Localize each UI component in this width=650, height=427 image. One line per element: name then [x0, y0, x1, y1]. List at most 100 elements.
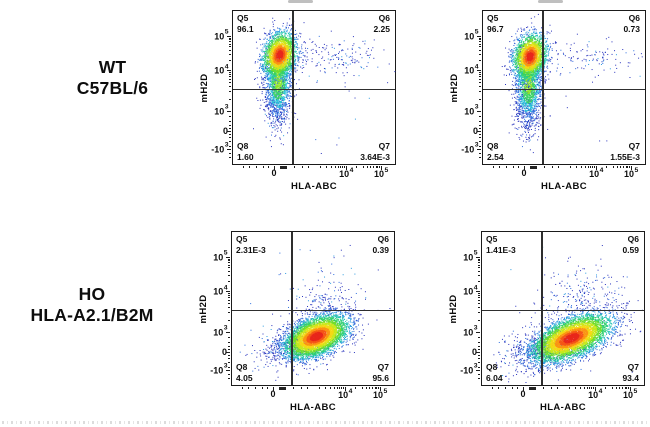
tick-exponent: 3 — [224, 103, 229, 111]
tick-base: 0 — [471, 346, 477, 357]
y-tick-label: 105 — [464, 29, 478, 42]
x-minor-tick — [337, 165, 339, 169]
y-minor-tick — [228, 137, 232, 139]
y-minor-tick — [228, 53, 232, 55]
x-minor-tick — [375, 165, 377, 169]
y-tick-label: 104 — [464, 63, 479, 76]
x-major-tick — [274, 165, 275, 171]
y-minor-tick — [228, 145, 232, 147]
x-axis-dense-tick-cluster — [530, 165, 537, 169]
y-major-tick — [226, 130, 232, 132]
quadrant-label-q8: Q8 6.04 — [486, 362, 503, 383]
x-tick-label: 105 — [374, 166, 389, 180]
x-major-tick — [380, 165, 382, 171]
tick-base: 10 — [339, 169, 350, 179]
x-minor-tick — [550, 386, 552, 390]
y-minor-tick — [227, 300, 231, 302]
tick-base: 10 — [623, 390, 634, 400]
quadrant-value: 2.54 — [487, 151, 504, 162]
x-minor-tick — [268, 165, 270, 169]
y-major-tick — [476, 35, 482, 37]
y-minor-tick — [478, 86, 482, 88]
x-minor-tick — [255, 165, 257, 169]
quadrant-name: Q5 — [486, 234, 498, 244]
tick-exponent: 4 — [348, 387, 353, 395]
quadrant-label-q8: Q8 1.60 — [237, 141, 254, 162]
tick-base: 10 — [213, 327, 224, 338]
x-minor-tick — [543, 386, 544, 390]
x-minor-tick — [611, 386, 613, 390]
y-minor-tick — [228, 41, 232, 43]
y-minor-tick — [477, 260, 481, 262]
y-minor-tick — [228, 120, 232, 122]
x-major-tick — [630, 165, 632, 171]
y-minor-tick — [478, 98, 482, 100]
row-label-ho-line1: HO — [78, 284, 106, 304]
quadrant-label-q6: Q6 0.73 — [623, 13, 640, 34]
y-major-tick — [476, 70, 482, 72]
x-minor-tick — [504, 386, 506, 390]
tick-exponent: 4 — [474, 63, 479, 71]
quadrant-value: 1.41E-3 — [486, 244, 516, 255]
y-minor-tick — [477, 262, 481, 264]
x-minor-tick — [370, 165, 372, 169]
y-minor-tick — [478, 152, 482, 154]
x-minor-tick — [580, 386, 582, 390]
x-tick-label: 0 — [521, 168, 526, 178]
tick-base: 10 — [463, 327, 474, 338]
y-major-tick — [476, 148, 482, 150]
y-minor-tick — [477, 348, 481, 350]
tick-base: 10 — [214, 65, 225, 76]
x-minor-tick — [584, 165, 586, 169]
quadrant-name: Q7 — [377, 362, 389, 372]
x-minor-tick — [583, 386, 585, 390]
tick-exponent: 5 — [384, 166, 389, 174]
tick-exponent: 5 — [634, 166, 639, 174]
y-minor-tick — [477, 355, 481, 357]
tick-exponent: 5 — [383, 387, 388, 395]
x-minor-tick — [262, 165, 264, 169]
x-tick-label: 0 — [520, 389, 525, 399]
quadrant-name: Q7 — [378, 141, 390, 151]
x-minor-tick — [293, 386, 294, 390]
quadrant-gate-vertical — [291, 232, 293, 385]
tick-base: 10 — [464, 106, 475, 117]
x-minor-tick — [626, 386, 628, 390]
y-minor-tick — [227, 377, 231, 379]
y-minor-tick — [227, 303, 231, 305]
y-minor-tick — [478, 39, 482, 41]
y-minor-tick — [478, 116, 482, 118]
x-minor-tick — [576, 165, 578, 169]
y-minor-tick — [477, 366, 481, 368]
tick-exponent: 3 — [473, 324, 478, 332]
quadrant-name: Q5 — [236, 234, 248, 244]
tick-base: 10 — [463, 286, 474, 297]
tick-base: -10 — [211, 144, 225, 155]
y-tick-label: 104 — [463, 284, 477, 297]
x-minor-tick — [343, 386, 345, 390]
quadrant-label-q7: Q7 95.6 — [372, 362, 389, 383]
y-minor-tick — [478, 76, 482, 78]
tick-base: 10 — [588, 390, 599, 400]
quadrant-value: 96.1 — [237, 23, 254, 34]
tick-base: 10 — [374, 169, 385, 179]
y-minor-tick — [478, 134, 482, 136]
y-axis-label: mH2D — [449, 72, 461, 103]
quadrant-label-q8: Q8 2.54 — [487, 141, 504, 162]
x-minor-tick — [361, 386, 363, 390]
x-minor-tick — [344, 165, 346, 169]
tick-base: 10 — [338, 390, 349, 400]
x-minor-tick — [491, 386, 493, 390]
row-label-wt: WT C57BL/6 — [30, 57, 195, 99]
y-minor-tick — [477, 303, 481, 305]
y-minor-tick — [478, 71, 482, 73]
y-minor-tick — [477, 274, 481, 276]
x-minor-tick — [616, 386, 618, 390]
x-major-tick — [345, 165, 347, 171]
x-minor-tick — [308, 165, 310, 169]
x-axis-label: HLA-ABC — [290, 181, 338, 192]
x-minor-tick — [591, 386, 593, 390]
tick-base: 10 — [624, 169, 635, 179]
x-tick-label: 105 — [623, 388, 637, 401]
quadrant-name: Q8 — [236, 362, 248, 372]
